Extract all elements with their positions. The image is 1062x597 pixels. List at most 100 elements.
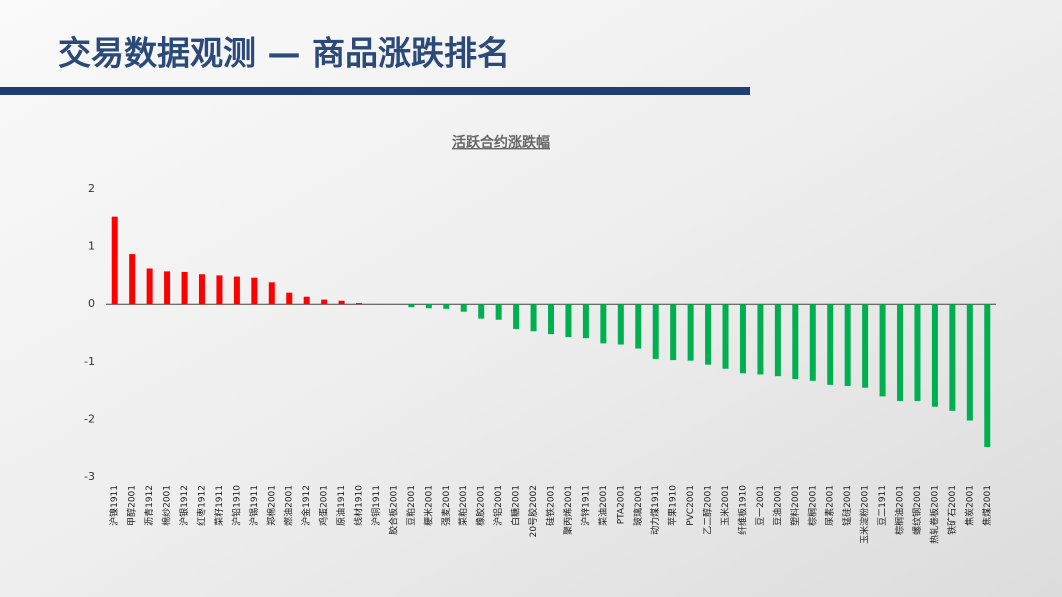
x-tick-label: 豆二1911: [877, 485, 888, 526]
x-tick-label: 燃油2001: [283, 485, 295, 526]
bar: [146, 268, 153, 305]
x-tick-label: 热轧卷板2001: [928, 485, 940, 544]
bar: [198, 274, 205, 305]
y-tick-label: -1: [84, 355, 95, 368]
x-tick-label: 纤维板1910: [736, 485, 748, 535]
bar: [949, 304, 956, 411]
bar: [809, 304, 816, 381]
bar: [303, 296, 310, 305]
x-tick-label: 塑料2001: [789, 485, 801, 526]
x-tick-label: 20号胶2002: [527, 485, 539, 537]
bar: [565, 304, 572, 338]
x-tick-label: 铁矿石2001: [946, 485, 958, 535]
bar: [286, 292, 293, 305]
x-tick-label: 玉米淀粉2001: [859, 485, 871, 544]
bar: [635, 304, 642, 349]
bar: [513, 304, 520, 329]
x-tick-label: 郑棉2001: [265, 485, 277, 526]
bar: [792, 304, 799, 380]
x-tick-label: 螺纹钢2001: [911, 485, 923, 535]
bar: [321, 299, 328, 305]
x-tick-label: 苹果1910: [667, 485, 679, 526]
x-tick-label: 玉米2001: [719, 485, 731, 526]
x-tick-label: 白糖2001: [510, 485, 522, 526]
y-tick-label: 1: [88, 240, 95, 253]
bar: [216, 275, 223, 305]
bar: [460, 304, 467, 312]
bar: [129, 254, 136, 305]
x-tick-label: 菜油2001: [597, 485, 609, 526]
x-tick-label: 线材1910: [353, 485, 365, 526]
x-tick-label: 沪银1912: [178, 485, 190, 526]
bar: [268, 282, 275, 305]
bar: [111, 216, 118, 305]
x-tick-label: 焦煤2001: [981, 485, 993, 526]
x-tick-label: 菜粕2001: [457, 485, 469, 526]
x-tick-label: 菜籽1911: [213, 485, 225, 526]
x-tick-label: 鸡蛋2001: [318, 485, 330, 526]
bar: [966, 304, 973, 421]
bar: [251, 277, 258, 305]
x-tick-label: 豆粕2001: [405, 485, 417, 526]
page-title: 交易数据观测 — 商品涨跌排名: [58, 34, 510, 73]
x-tick-label: PVC2001: [686, 485, 696, 526]
x-tick-label: 强麦2001: [440, 485, 452, 526]
bar: [931, 304, 938, 407]
x-tick-label: 棉纱2001: [161, 485, 173, 526]
bar: [879, 304, 886, 397]
x-tick-label: 原油1911: [335, 485, 347, 526]
bar: [705, 304, 712, 365]
bar: [897, 304, 904, 401]
x-tick-label: 沪镍1911: [108, 485, 120, 526]
x-tick-label: 沪金1912: [300, 485, 312, 526]
x-tick-label: 动力煤1911: [649, 485, 661, 535]
x-tick-label: 尿素2001: [824, 485, 836, 526]
x-tick-label: 棕榈油2001: [894, 485, 906, 535]
bar: [984, 304, 991, 448]
x-tick-label: 沪锡1911: [248, 485, 260, 526]
chart-title: 活跃合约涨跌幅: [452, 134, 550, 151]
x-tick-label: 豆一2001: [755, 485, 766, 526]
y-tick-label: -3: [84, 470, 95, 483]
y-tick-label: 0: [88, 297, 95, 310]
bar: [600, 304, 607, 344]
bar: [827, 304, 834, 385]
bar: [443, 304, 450, 309]
y-tick-label: -2: [84, 412, 95, 425]
bar: [739, 304, 746, 374]
x-tick-label: 橡胶2001: [475, 485, 487, 526]
bar: [582, 304, 589, 339]
x-tick-label: 沥青1912: [143, 485, 155, 526]
x-tick-label: 沪锌1911: [579, 485, 591, 526]
bar: [670, 304, 677, 361]
bar: [164, 271, 171, 305]
bar: [914, 304, 921, 401]
bar: [757, 304, 764, 375]
bar: [687, 304, 694, 361]
bar: [478, 304, 485, 319]
x-tick-label: 锰硅2001: [841, 485, 853, 526]
bar: [774, 304, 781, 377]
x-tick-label: 甲醇2001: [126, 485, 138, 526]
bar: [233, 276, 240, 305]
bar: [338, 300, 345, 305]
x-tick-label: 沪铅1910: [230, 485, 242, 526]
x-tick-label: 豆油2001: [771, 485, 783, 526]
x-tick-label: 沪铜1911: [370, 485, 382, 526]
bar: [495, 304, 502, 320]
bar: [722, 304, 729, 369]
bar: [617, 304, 624, 345]
x-tick-label: 红枣1912: [195, 485, 207, 526]
bar: [844, 304, 851, 386]
header-bar: [0, 87, 750, 95]
x-tick-label: 沪铝2001: [492, 485, 504, 526]
bar: [862, 304, 869, 388]
bar: [408, 304, 415, 308]
bar: [530, 304, 537, 332]
bar: [548, 304, 554, 335]
bar: [425, 304, 432, 309]
x-tick-label: 硅铁2001: [545, 485, 557, 526]
x-tick-label: 棕榈2001: [806, 485, 818, 526]
